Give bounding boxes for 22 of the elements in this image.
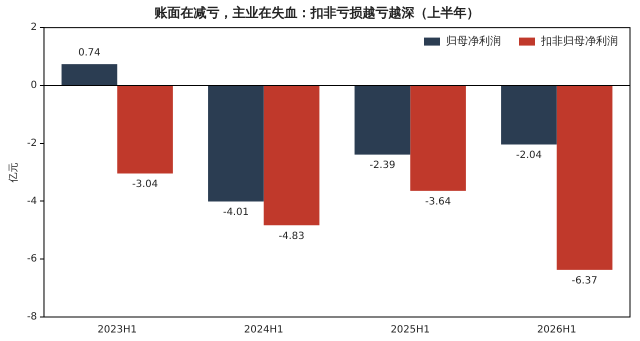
y-tick-label: -2 — [26, 138, 37, 149]
data-label: 0.74 — [78, 48, 101, 59]
x-tick-label: 2023H1 — [98, 324, 137, 336]
data-label: -3.04 — [132, 179, 158, 190]
y-tick-label: 2 — [30, 22, 37, 34]
data-label: -2.39 — [369, 160, 396, 172]
chart-title: 账面在减亏，主业在失血：扣非亏损越亏越深（上半年） — [154, 5, 480, 22]
x-tick-label: 2024H1 — [244, 324, 284, 336]
legend-label: 归母净利润 — [446, 34, 501, 48]
data-label: -4.01 — [222, 207, 249, 218]
x-tick-label: 2026H1 — [537, 324, 576, 336]
y-tick-label: -6 — [26, 254, 37, 265]
x-tick-label: 2025H1 — [390, 324, 430, 336]
y-tick-label: 0 — [30, 80, 37, 92]
legend-label: 扣非归母净利润 — [540, 34, 618, 48]
data-label: -2.04 — [516, 150, 542, 162]
y-tick-label: -4 — [26, 196, 37, 207]
y-axis-title: 亿元 — [8, 162, 20, 184]
data-label: -3.64 — [425, 196, 452, 208]
y-tick-label: -8 — [26, 312, 37, 323]
data-label: -4.83 — [278, 230, 305, 242]
data-label: -6.37 — [572, 275, 598, 286]
